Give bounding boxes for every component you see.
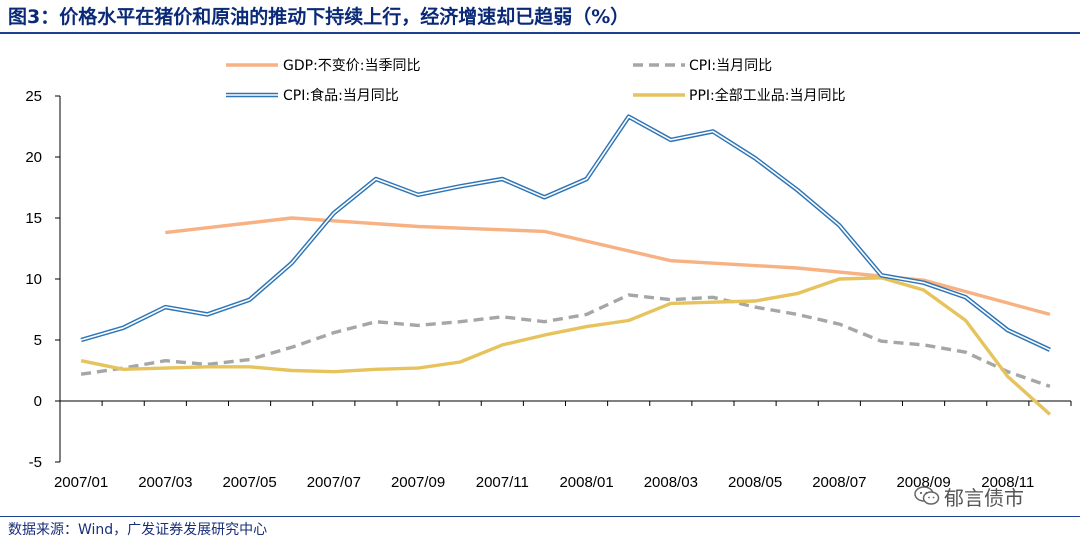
title-rule: [0, 32, 1080, 34]
x-tick-label: 2007/03: [138, 474, 192, 491]
x-tick-label: 2007/09: [391, 474, 445, 491]
x-tick-label: 2008/11: [981, 474, 1034, 491]
watermark: 郁言债市: [914, 483, 1024, 510]
chart-legend: GDP:不变价:当季同比 CPI:当月同比 CPI:食品:当月同比 PPI:全部工业品…: [226, 58, 845, 104]
x-tick-label: 2007/11: [476, 474, 529, 491]
series-line-2: [80, 293, 1051, 389]
y-tick-label: 10: [25, 271, 42, 288]
x-tick-label: 2008/03: [644, 474, 698, 491]
line-chart: -5 0 5 10 15 20 25 2007/01 2007/03 2007/05 2007/07…: [25, 58, 1072, 491]
legend-label: CPI:食品:当月同比: [283, 87, 399, 104]
x-tick-label: 2007/01: [54, 474, 108, 491]
x-tick-label: 2007/07: [307, 474, 361, 491]
series-line-4: [80, 276, 1052, 416]
source-note: 数据来源：Wind，广发证券发展研究中心: [8, 522, 268, 538]
x-tick-label: 2008/01: [559, 474, 613, 491]
x-tick-label: 2008/09: [896, 474, 950, 491]
wechat-icon: [914, 486, 940, 505]
series-line-3: [80, 114, 1051, 352]
y-tick-label: 25: [25, 88, 42, 105]
figure-title: 图3：价格水平在猪价和原油的推动下持续上行，经济增速却已趋弱（%）: [8, 6, 630, 28]
series-layer: [80, 114, 1052, 416]
y-tick-label: 0: [34, 393, 42, 410]
bottom-rule: [0, 516, 1080, 517]
x-tick-label: 2008/07: [812, 474, 866, 491]
y-tick-label: 20: [25, 149, 42, 166]
legend-label: PPI:全部工业品:当月同比: [689, 87, 845, 104]
y-tick-label: 5: [34, 332, 42, 349]
legend-label: CPI:当月同比: [689, 58, 772, 74]
x-tick-label: 2007/05: [222, 474, 276, 491]
x-tick-label: 2008/05: [728, 474, 782, 491]
series-line-1: [165, 216, 1051, 317]
y-tick-label: -5: [29, 454, 42, 471]
chart-axes: -5 0 5 10 15 20 25 2007/01 2007/03 2007/05 2007/07…: [25, 88, 1072, 491]
y-tick-label: 15: [25, 210, 42, 227]
watermark-text: 郁言债市: [944, 485, 1024, 510]
legend-label: GDP:不变价:当季同比: [283, 58, 421, 74]
series-line-3-inner: [80, 115, 1051, 351]
